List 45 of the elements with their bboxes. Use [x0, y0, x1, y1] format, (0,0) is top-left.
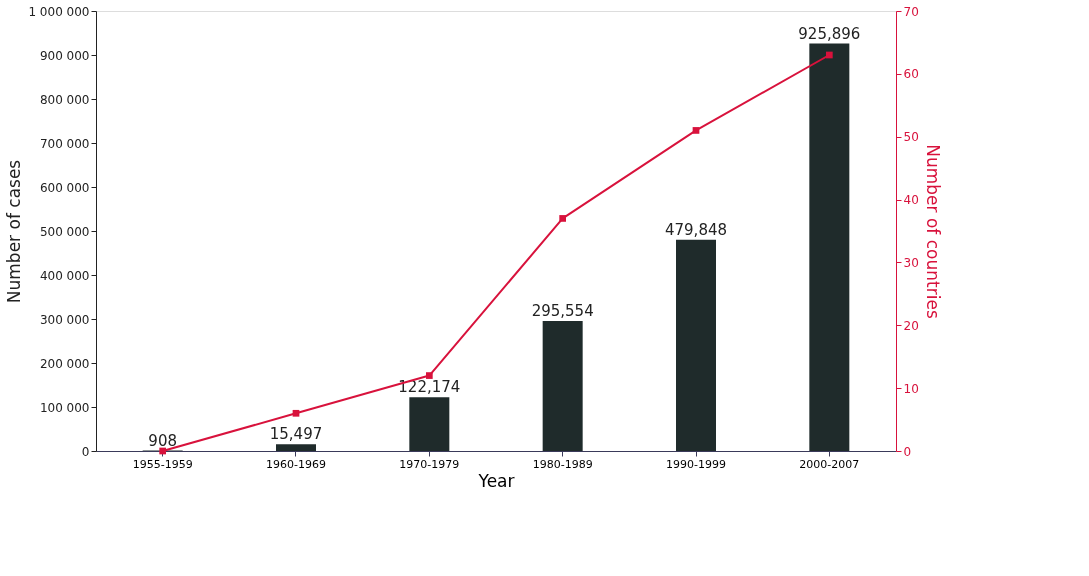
y2-tick-label: 20 [903, 318, 919, 333]
bar [676, 239, 716, 451]
bar [809, 43, 850, 451]
x-tick-label: 1970-1979 [399, 457, 460, 471]
y-tick-label: 1 000 000 [28, 4, 90, 19]
y-tick-label: 200 000 [39, 356, 90, 371]
y-tick-label: 900 000 [39, 48, 90, 63]
point [692, 127, 700, 134]
point [425, 372, 433, 379]
x-axis-title: Year [477, 470, 515, 491]
x-tick-label: 1955-1959 [132, 457, 193, 471]
y2-tick-label: 40 [903, 193, 919, 208]
y-tick-label: 0 [81, 444, 90, 459]
x-tick-label: 1960-1969 [266, 457, 326, 471]
data-label: 295,554 [531, 301, 594, 320]
x-tick-label: 1990-1999 [666, 457, 726, 471]
y-axis-title: Number of cases [4, 159, 25, 304]
data-label: 479,848 [664, 220, 728, 239]
y-tick-label: 600 000 [39, 180, 90, 195]
y-tick-label: 800 000 [39, 92, 90, 107]
y-tick-label: 500 000 [39, 224, 90, 239]
data-label: 908 [148, 431, 177, 450]
bar [276, 444, 316, 451]
y2-tick-label: 60 [903, 67, 919, 82]
data-label: 925,896 [798, 24, 861, 43]
data-label: 122,174 [398, 378, 461, 397]
x-tick-label: 2000-2007 [799, 457, 860, 471]
y2-tick-label: 30 [903, 255, 919, 270]
point [292, 409, 300, 417]
x-tick-label: 1980-1989 [532, 457, 593, 471]
y2-axis-title: Number of countries [922, 144, 943, 319]
y2-tick-label: 10 [903, 381, 919, 396]
y-tick-label: 700 000 [39, 136, 90, 151]
y2-tick-label: 0 [903, 444, 912, 459]
point [825, 51, 833, 59]
point [159, 447, 167, 455]
point [559, 215, 567, 222]
data-label: 15,497 [269, 425, 323, 444]
y-tick-label: 400 000 [39, 268, 90, 283]
y-tick-label: 100 000 [39, 400, 90, 415]
bar [542, 320, 583, 451]
y2-tick-label: 70 [903, 4, 919, 19]
bar [409, 397, 450, 451]
y2-tick-label: 50 [903, 130, 919, 145]
y-tick-label: 300 000 [39, 312, 90, 327]
